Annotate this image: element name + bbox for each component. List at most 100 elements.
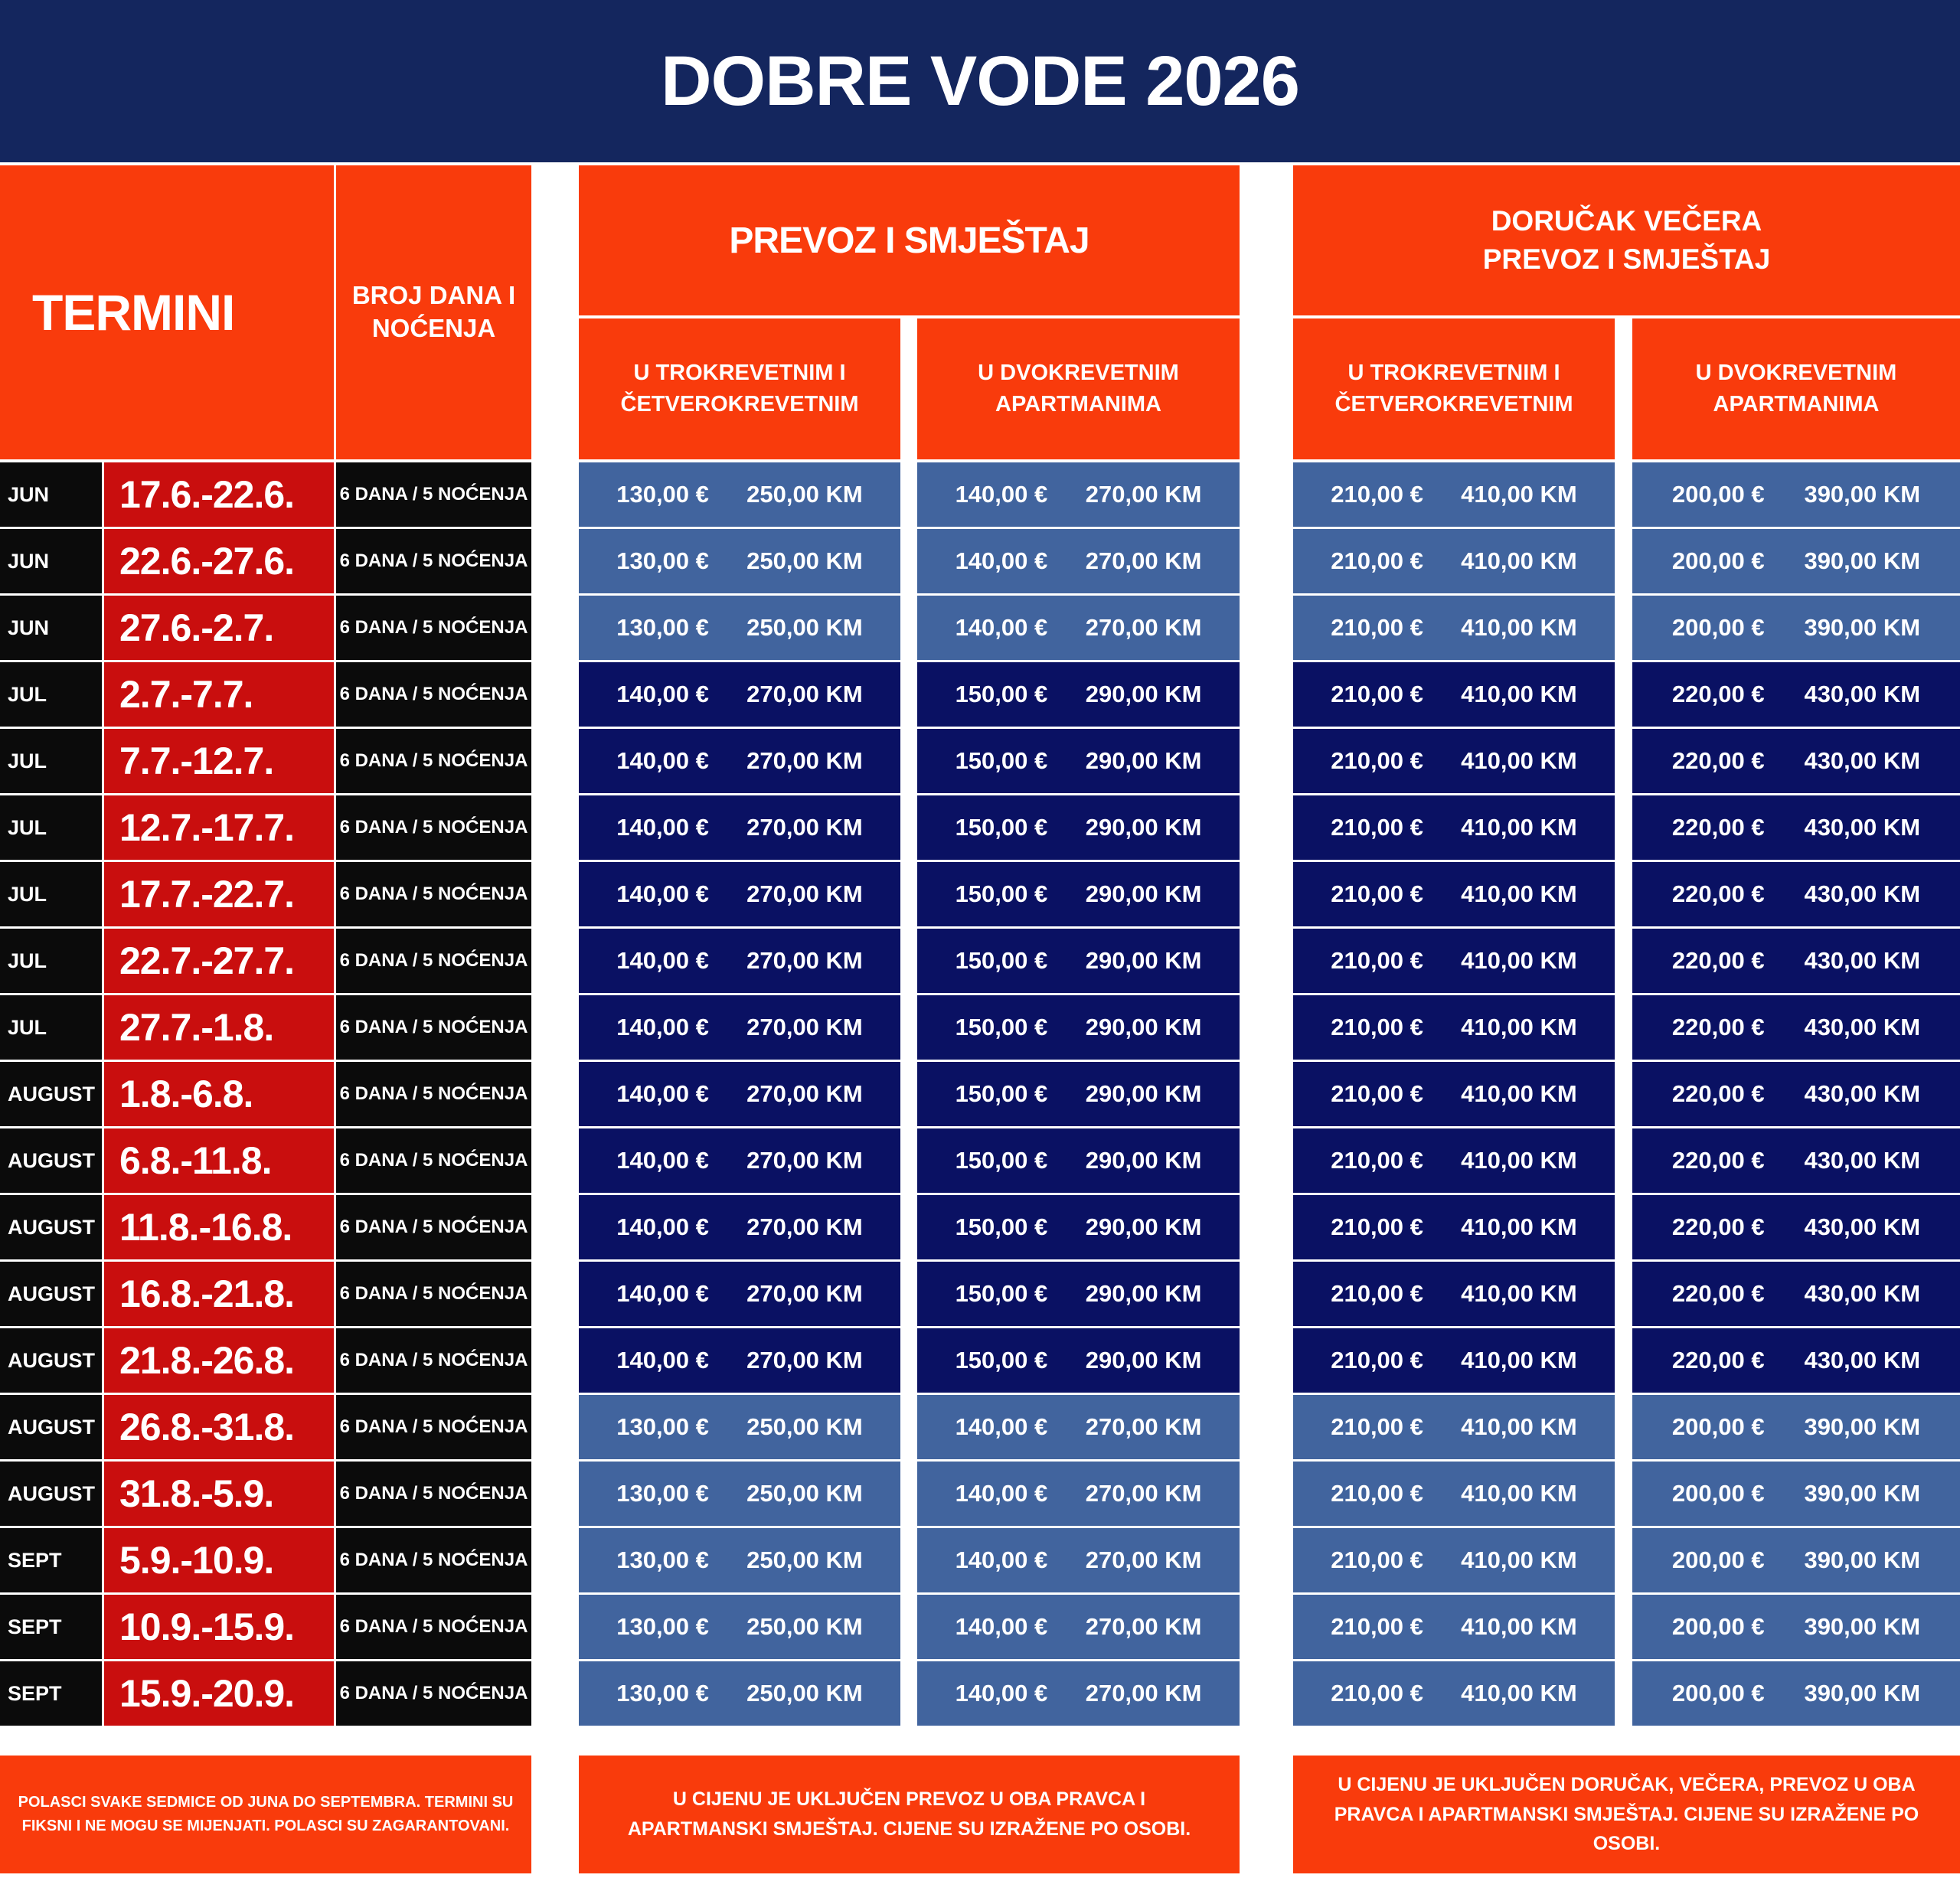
price-eur: 200,00 € <box>1671 614 1765 641</box>
price-km: 290,00 KM <box>1085 1147 1202 1174</box>
price-eur: 210,00 € <box>1331 681 1423 707</box>
price-eur: 130,00 € <box>616 547 709 574</box>
days-nights-cell: 6 DANA / 5 NOĆENJA <box>336 1595 531 1659</box>
price-cell: 210,00 € 410,00 KM <box>1293 596 1615 660</box>
price-km: 390,00 KM <box>1804 1413 1921 1440</box>
price-eur: 130,00 € <box>616 1480 709 1507</box>
price-km: 290,00 KM <box>1085 1014 1202 1040</box>
footer-note-dorucak: U CIJENU JE UKLJUČEN DORUČAK, VEČERA, PR… <box>1293 1756 1960 1873</box>
page-title: DOBRE VODE 2026 <box>661 41 1300 120</box>
price-eur: 220,00 € <box>1671 681 1765 707</box>
column-header-line: U TROKREVETNIM I <box>633 361 846 386</box>
date-range-cell: 21.8.-26.8. <box>104 1328 334 1393</box>
days-nights-cell: 6 DANA / 5 NOĆENJA <box>336 1462 531 1526</box>
days-nights-cell: 6 DANA / 5 NOĆENJA <box>336 1328 531 1393</box>
price-eur: 140,00 € <box>616 880 709 907</box>
price-eur: 130,00 € <box>616 481 709 508</box>
price-cell: 220,00 € 430,00 KM <box>1632 862 1960 926</box>
days-nights-cell: 6 DANA / 5 NOĆENJA <box>336 729 531 793</box>
price-cell: 130,00 € 250,00 KM <box>579 1595 900 1659</box>
price-eur: 220,00 € <box>1671 1080 1765 1107</box>
price-eur: 210,00 € <box>1331 747 1423 774</box>
table-header: TERMINI BROJ DANA I NOĆENJA PREVOZ I SMJ… <box>0 165 1960 459</box>
price-km: 290,00 KM <box>1085 1080 1202 1107</box>
date-range-cell: 31.8.-5.9. <box>104 1462 334 1526</box>
price-cell: 200,00 € 390,00 KM <box>1632 1528 1960 1592</box>
price-cell: 140,00 € 270,00 KM <box>579 1262 900 1326</box>
price-km: 270,00 KM <box>746 814 863 841</box>
price-cell: 140,00 € 270,00 KM <box>917 462 1240 527</box>
price-cell: 210,00 € 410,00 KM <box>1293 995 1615 1060</box>
termini-header-cell: TERMINI <box>0 165 334 459</box>
price-km: 270,00 KM <box>746 1280 863 1307</box>
price-cell: 220,00 € 430,00 KM <box>1632 1128 1960 1193</box>
table-row: JUL 17.7.-22.7. 6 DANA / 5 NOĆENJA 140,00 €… <box>0 862 1960 926</box>
price-cell: 130,00 € 250,00 KM <box>579 529 900 593</box>
days-nights-cell: 6 DANA / 5 NOĆENJA <box>336 662 531 727</box>
price-cell: 140,00 € 270,00 KM <box>917 1595 1240 1659</box>
price-cell: 210,00 € 410,00 KM <box>1293 929 1615 993</box>
price-km: 270,00 KM <box>746 1014 863 1040</box>
footer-note-text: U CIJENU JE UKLJUČEN DORUČAK, VEČERA, PR… <box>1334 1773 1919 1855</box>
price-km: 270,00 KM <box>1085 1546 1202 1573</box>
price-eur: 150,00 € <box>955 747 1048 774</box>
section-header-prevoz-label: PREVOZ I SMJEŠTAJ <box>729 220 1089 261</box>
price-eur: 200,00 € <box>1671 1480 1765 1507</box>
column-header-line: APARTMANIMA <box>1713 392 1880 416</box>
price-km: 270,00 KM <box>746 947 863 974</box>
price-cell: 220,00 € 430,00 KM <box>1632 995 1960 1060</box>
date-range-cell: 27.6.-2.7. <box>104 596 334 660</box>
price-km: 410,00 KM <box>1461 814 1577 841</box>
price-eur: 150,00 € <box>955 1014 1048 1040</box>
column-header-line: U DVOKREVETNIM <box>1695 361 1897 386</box>
table-row: SEPT 10.9.-15.9. 6 DANA / 5 NOĆENJA 130,00 … <box>0 1595 1960 1659</box>
month-cell: JUL <box>0 929 102 993</box>
price-cell: 140,00 € 270,00 KM <box>579 995 900 1060</box>
price-eur: 200,00 € <box>1671 481 1765 508</box>
price-eur: 200,00 € <box>1671 1680 1765 1707</box>
price-km: 250,00 KM <box>746 547 863 574</box>
price-eur: 140,00 € <box>616 747 709 774</box>
price-cell: 140,00 € 270,00 KM <box>579 662 900 727</box>
month-cell: JUN <box>0 596 102 660</box>
price-eur: 150,00 € <box>955 1347 1048 1373</box>
price-cell: 200,00 € 390,00 KM <box>1632 1661 1960 1726</box>
price-cell: 150,00 € 290,00 KM <box>917 1328 1240 1393</box>
price-cell: 210,00 € 410,00 KM <box>1293 1661 1615 1726</box>
days-header-label: BROJ DANA I NOĆENJA <box>351 281 516 342</box>
price-eur: 150,00 € <box>955 1147 1048 1174</box>
section-header-dorucak-line1: DORUČAK VEČERA <box>1491 205 1762 237</box>
footer-notes: POLASCI SVAKE SEDMICE OD JUNA DO SEPTEMB… <box>0 1728 1960 1878</box>
price-eur: 140,00 € <box>616 947 709 974</box>
price-cell: 220,00 € 430,00 KM <box>1632 662 1960 727</box>
days-nights-cell: 6 DANA / 5 NOĆENJA <box>336 1195 531 1259</box>
price-km: 270,00 KM <box>746 880 863 907</box>
date-range-cell: 10.9.-15.9. <box>104 1595 334 1659</box>
table-row: SEPT 5.9.-10.9. 6 DANA / 5 NOĆENJA 130,00 €… <box>0 1528 1960 1592</box>
price-cell: 200,00 € 390,00 KM <box>1632 462 1960 527</box>
price-km: 430,00 KM <box>1804 947 1921 974</box>
price-eur: 210,00 € <box>1331 1147 1423 1174</box>
price-cell: 140,00 € 270,00 KM <box>917 596 1240 660</box>
price-km: 410,00 KM <box>1461 1480 1577 1507</box>
days-nights-cell: 6 DANA / 5 NOĆENJA <box>336 462 531 527</box>
date-range-cell: 22.7.-27.7. <box>104 929 334 993</box>
price-cell: 150,00 € 290,00 KM <box>917 795 1240 860</box>
price-km: 270,00 KM <box>1085 481 1202 508</box>
price-km: 410,00 KM <box>1461 1080 1577 1107</box>
price-cell: 140,00 € 270,00 KM <box>579 929 900 993</box>
footer-note-text: U CIJENU JE UKLJUČEN PREVOZ U OBA PRAVCA… <box>627 1788 1191 1840</box>
price-cell: 220,00 € 430,00 KM <box>1632 929 1960 993</box>
price-cell: 210,00 € 410,00 KM <box>1293 1062 1615 1126</box>
price-km: 270,00 KM <box>746 1347 863 1373</box>
price-cell: 140,00 € 270,00 KM <box>579 1195 900 1259</box>
price-km: 430,00 KM <box>1804 1280 1921 1307</box>
price-km: 250,00 KM <box>746 1546 863 1573</box>
price-km: 410,00 KM <box>1461 1213 1577 1240</box>
column-header-trokrevetnim-1: U TROKREVETNIM I ČETVEROKREVETNIM <box>579 318 900 459</box>
days-nights-cell: 6 DANA / 5 NOĆENJA <box>336 929 531 993</box>
price-km: 410,00 KM <box>1461 880 1577 907</box>
price-km: 270,00 KM <box>746 1080 863 1107</box>
price-km: 270,00 KM <box>1085 1413 1202 1440</box>
price-eur: 140,00 € <box>955 1546 1048 1573</box>
